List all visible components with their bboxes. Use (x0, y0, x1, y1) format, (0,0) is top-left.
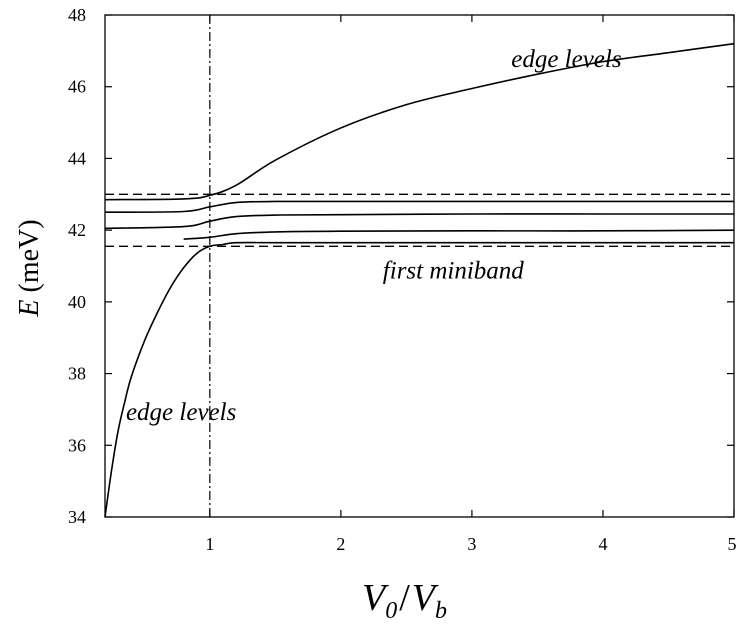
y-tick-label: 44 (68, 148, 86, 168)
axis-ticks (105, 14, 735, 518)
miniband-level-2-curve (104, 213, 734, 230)
x-tick-label: 2 (336, 534, 345, 554)
x-tick-label: 5 (728, 534, 737, 554)
y-tick-label: 36 (68, 435, 86, 455)
miniband-level-1-curve (104, 200, 734, 214)
y-tick-label: 42 (68, 220, 86, 240)
data-lines (104, 15, 735, 518)
x-tick-label: 4 (598, 534, 607, 554)
edge-level-lower-curve (104, 241, 734, 518)
edge-level-upper-curve (104, 42, 735, 201)
y-tick-label: 40 (68, 292, 86, 312)
y-tick-label: 48 (68, 5, 86, 25)
y-tick-label: 34 (68, 507, 86, 527)
y-tick-label: 46 (68, 77, 86, 97)
y-tick-label: 38 (68, 364, 86, 384)
miniband-level-3-curve (183, 229, 735, 240)
x-tick-label: 1 (205, 534, 214, 554)
annotations: edge levels first miniband edge levels (126, 46, 622, 426)
x-tick-label: 3 (467, 534, 476, 554)
annotation-label: edge levels (126, 399, 236, 426)
plot-frame (104, 14, 735, 518)
y-axis-label: E (meV) (14, 219, 45, 317)
x-axis-label: V0/Vb (362, 577, 447, 624)
annotation-label: first miniband (383, 258, 524, 285)
annotation-label: edge levels (511, 46, 621, 73)
